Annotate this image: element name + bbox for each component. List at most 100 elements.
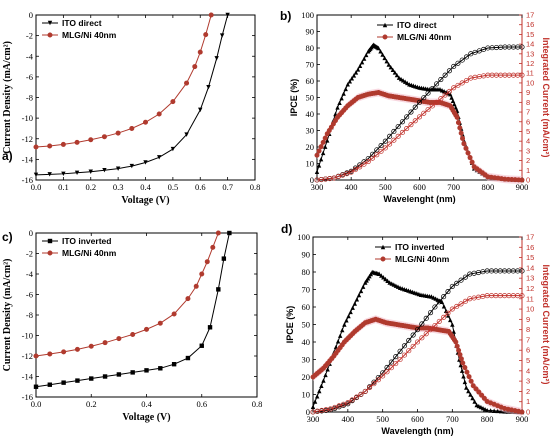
data-point — [446, 88, 452, 94]
y2-tick-label: 0 — [526, 408, 530, 417]
data-point — [88, 137, 94, 143]
data-point — [198, 107, 203, 113]
x-tick-label: 800 — [481, 414, 494, 424]
data-point — [412, 104, 418, 110]
x-tick-label: 0.6 — [195, 182, 206, 192]
legend-label: MLG/Ni 40nm — [395, 254, 450, 264]
data-point — [61, 380, 66, 385]
data-point — [388, 64, 393, 70]
data-point — [495, 408, 500, 414]
legend-label: ITO direct — [62, 18, 102, 28]
legend: ITO inverted MLG/Ni 40nm — [42, 236, 117, 258]
data-point — [345, 400, 351, 406]
y-tick-label: 10 — [306, 159, 315, 169]
data-point — [358, 288, 364, 294]
series-mlg-ni-40nm — [314, 88, 525, 184]
data-point — [336, 403, 342, 409]
data-point — [449, 306, 455, 312]
data-point — [479, 392, 485, 398]
data-point — [467, 155, 473, 161]
data-point — [348, 169, 354, 175]
data-point — [456, 347, 462, 353]
x-tick-label: 400 — [341, 414, 354, 424]
data-point — [130, 370, 135, 375]
data-point — [428, 327, 434, 333]
y2-tick-label: 2 — [526, 387, 530, 396]
y2-tick-label: 1 — [526, 397, 530, 406]
data-point — [346, 313, 351, 319]
y-tick-label: 40 — [302, 337, 311, 347]
y2-tick-label: 12 — [526, 284, 534, 293]
data-point — [421, 95, 427, 101]
data-point — [419, 335, 425, 341]
data-point — [386, 62, 391, 67]
data-point — [399, 129, 405, 135]
y-tick-label: -16 — [22, 175, 33, 185]
data-point — [380, 52, 385, 57]
panel-letter: a) — [2, 149, 13, 163]
data-point — [446, 68, 452, 74]
data-point — [318, 157, 324, 162]
data-point — [380, 373, 386, 379]
y-tick-label: -14 — [22, 372, 34, 382]
data-point — [185, 296, 191, 302]
x-tick-label: 0.4 — [140, 182, 151, 192]
data-point — [388, 365, 394, 371]
data-point — [397, 348, 403, 354]
data-point — [451, 63, 457, 69]
data-point — [468, 392, 473, 397]
data-point — [341, 91, 346, 96]
data-point — [102, 168, 107, 173]
x-tick-label: 0.2 — [86, 399, 97, 409]
data-point — [384, 369, 390, 375]
data-point — [353, 70, 359, 75]
data-point — [416, 99, 423, 105]
legend-marker — [382, 34, 388, 40]
data-point — [519, 72, 525, 78]
data-point — [349, 397, 355, 403]
x-tick-label: 400 — [345, 182, 358, 192]
data-point — [387, 133, 393, 139]
data-point — [344, 318, 349, 323]
data-point — [88, 343, 94, 349]
y2-tick-label: 14 — [526, 40, 534, 49]
y-tick-label: 60 — [306, 76, 315, 86]
data-point — [314, 152, 320, 158]
x-tick-label: 500 — [376, 414, 389, 424]
y-tick-label: 60 — [302, 302, 311, 312]
data-point — [361, 161, 367, 167]
data-point — [401, 352, 407, 358]
data-point — [383, 276, 388, 282]
y2-tick-label: 17 — [526, 233, 534, 242]
legend: ITO direct MLG/Ni 40nm — [42, 18, 117, 40]
x-tick-label: 0.4 — [141, 399, 152, 409]
series-mlg-ni-40nm — [33, 12, 214, 150]
data-point — [219, 33, 225, 38]
data-point — [310, 404, 316, 409]
data-point — [455, 120, 461, 126]
data-point — [458, 130, 464, 136]
data-point — [340, 327, 345, 333]
data-point — [421, 110, 427, 116]
y2-tick-label: 4 — [526, 366, 530, 375]
data-point — [399, 119, 405, 125]
data-point — [408, 109, 414, 115]
data-point — [406, 337, 412, 344]
y-tick-label: 90 — [302, 250, 311, 260]
y-tick-label: 30 — [302, 355, 311, 365]
series-line — [312, 270, 522, 413]
legend-label: MLG/Ni 40nm — [62, 30, 117, 40]
data-point — [462, 379, 468, 385]
y2-tick-label: 15 — [526, 30, 534, 39]
data-point — [47, 351, 53, 357]
y2-tick-label: 5 — [526, 356, 530, 365]
data-point — [457, 352, 463, 358]
panel-letter: c) — [2, 230, 13, 244]
data-point — [115, 130, 121, 136]
data-point — [144, 368, 149, 373]
data-point — [225, 12, 230, 18]
data-point — [74, 139, 80, 145]
data-point — [374, 152, 380, 158]
y-tick-label: 80 — [302, 267, 311, 277]
data-point — [33, 172, 39, 178]
